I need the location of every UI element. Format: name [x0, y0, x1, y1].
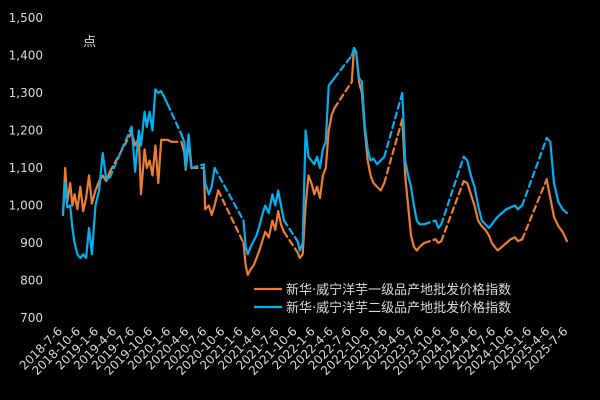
series-line	[296, 106, 336, 260]
series-line	[296, 76, 336, 252]
series-line-gap	[213, 166, 245, 222]
series-line-gap	[190, 163, 205, 170]
series-line	[401, 91, 426, 226]
legend-label-second-grade: 新华·威宁洋芋二级品产地批发价格指数	[286, 300, 511, 316]
series-line-gap	[383, 118, 404, 185]
series-line-gap	[333, 54, 353, 80]
series-line	[202, 163, 216, 196]
y-tick-label: 1,400	[9, 49, 43, 63]
legend: 新华·威宁洋芋一级品产地批发价格指数 新华·威宁洋芋二级品产地批发价格指数	[254, 282, 511, 316]
series-line-gap	[422, 219, 437, 226]
series-line	[61, 181, 101, 260]
y-tick-label: 900	[20, 236, 43, 250]
y-axis: 700 800 900 1,000 1,100 1,200 1,300 1,400 1,500	[9, 11, 43, 325]
series-line-gap	[282, 230, 299, 254]
y-tick-label: 1,100	[9, 161, 43, 175]
series-line	[350, 46, 386, 166]
series-line	[202, 166, 220, 216]
series-line	[130, 88, 169, 173]
series-line	[130, 131, 173, 196]
series-line-gap	[333, 80, 353, 110]
series-line-gap	[521, 136, 548, 207]
series-line-gap	[422, 238, 437, 245]
series-line	[98, 151, 111, 192]
series-line-gap	[166, 103, 183, 136]
series-line-gap	[108, 131, 133, 173]
y-tick-label: 1,200	[9, 124, 43, 138]
series-line	[61, 166, 101, 216]
series-line-gap	[217, 189, 245, 245]
series-line	[462, 155, 524, 230]
series-line-gap	[108, 125, 133, 179]
series-second-grade	[61, 46, 568, 260]
y-tick-label: 1,300	[9, 86, 43, 100]
series-line	[462, 180, 524, 252]
y-tick-label: 800	[20, 274, 43, 288]
series-line-gap	[521, 178, 548, 241]
legend-label-first-grade: 新华·威宁洋芋一级品产地批发价格指数	[286, 282, 511, 298]
series-line-gap	[440, 180, 465, 243]
series-line	[180, 133, 193, 170]
y-tick-label: 700	[20, 311, 43, 325]
y-tick-label: 1,000	[9, 199, 43, 213]
series-line	[242, 210, 285, 276]
series-line-gap	[440, 155, 465, 226]
series-line	[401, 118, 426, 252]
series-line	[545, 136, 568, 215]
series-line-gap	[383, 91, 404, 158]
series-layer	[61, 46, 568, 276]
series-line	[434, 219, 443, 230]
series-line-gap	[282, 219, 299, 243]
y-tick-label: 1,500	[9, 11, 43, 25]
y-unit-label: 点	[83, 35, 96, 50]
series-line	[434, 238, 443, 245]
series-line	[242, 189, 285, 256]
series-line	[545, 178, 568, 243]
